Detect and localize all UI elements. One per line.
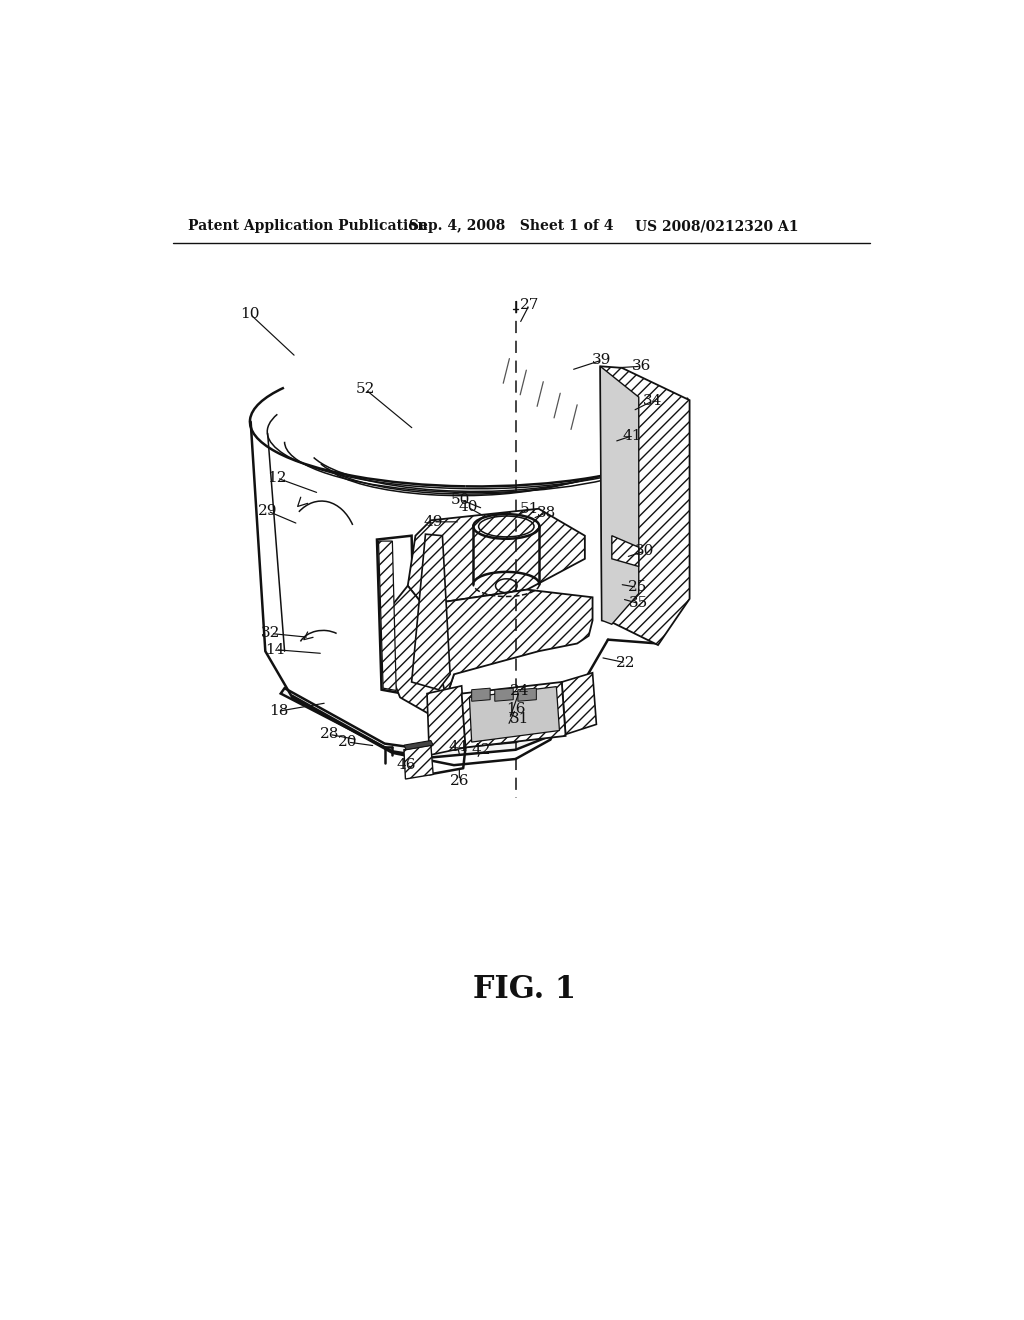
Text: 32: 32 xyxy=(261,627,281,640)
Text: 39: 39 xyxy=(592,354,611,367)
Polygon shape xyxy=(377,536,416,696)
Text: 52: 52 xyxy=(355,383,375,396)
Polygon shape xyxy=(403,744,433,779)
Text: 40: 40 xyxy=(458,500,477,515)
Polygon shape xyxy=(427,686,466,755)
Text: 22: 22 xyxy=(615,656,636,669)
Text: 14: 14 xyxy=(265,643,285,656)
Text: 41: 41 xyxy=(623,429,642,442)
Text: 50: 50 xyxy=(451,492,470,507)
Polygon shape xyxy=(408,508,585,605)
Polygon shape xyxy=(472,688,490,701)
Text: US 2008/0212320 A1: US 2008/0212320 A1 xyxy=(635,219,799,234)
Text: 30: 30 xyxy=(635,544,654,558)
Polygon shape xyxy=(403,741,433,750)
Text: 36: 36 xyxy=(632,359,651,374)
Polygon shape xyxy=(462,682,565,747)
Text: Sep. 4, 2008   Sheet 1 of 4: Sep. 4, 2008 Sheet 1 of 4 xyxy=(410,219,613,234)
Polygon shape xyxy=(495,688,513,701)
Text: 46: 46 xyxy=(396,758,416,772)
Text: 51: 51 xyxy=(520,502,539,516)
Text: 16: 16 xyxy=(506,702,525,715)
Text: 25: 25 xyxy=(628,581,647,594)
Text: 31: 31 xyxy=(510,711,529,726)
Text: 34: 34 xyxy=(643,393,663,408)
Polygon shape xyxy=(562,673,596,734)
Text: 26: 26 xyxy=(450,774,469,788)
Polygon shape xyxy=(379,541,396,690)
Text: 24: 24 xyxy=(510,684,529,698)
Polygon shape xyxy=(412,535,451,689)
Text: 42: 42 xyxy=(471,743,490,756)
Text: Patent Application Publication: Patent Application Publication xyxy=(188,219,428,234)
Text: 28: 28 xyxy=(319,727,339,742)
Polygon shape xyxy=(518,688,537,701)
Text: 44: 44 xyxy=(449,741,468,755)
Text: 49: 49 xyxy=(423,515,443,529)
Polygon shape xyxy=(611,536,639,566)
Text: 20: 20 xyxy=(338,735,357,748)
Text: 18: 18 xyxy=(268,705,288,718)
Polygon shape xyxy=(600,367,639,624)
Text: 29: 29 xyxy=(258,504,278,517)
Polygon shape xyxy=(423,590,593,697)
Text: 12: 12 xyxy=(267,471,287,484)
Polygon shape xyxy=(385,586,454,713)
Text: 38: 38 xyxy=(537,506,556,520)
Text: FIG. 1: FIG. 1 xyxy=(473,974,577,1006)
Polygon shape xyxy=(281,688,554,758)
Text: 10: 10 xyxy=(241,308,260,321)
Text: 35: 35 xyxy=(629,597,648,610)
Text: 27: 27 xyxy=(520,298,539,312)
Polygon shape xyxy=(600,367,689,645)
Polygon shape xyxy=(469,686,559,742)
